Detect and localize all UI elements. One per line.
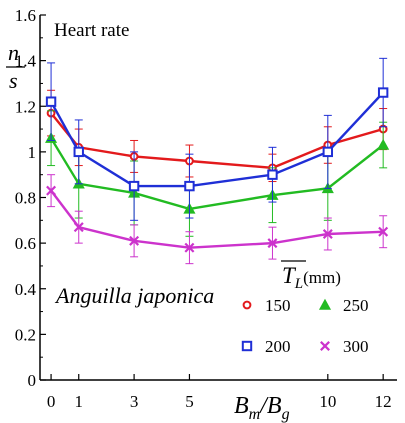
y-tick-label: 1.6: [15, 6, 36, 25]
x-axis-label-slash-b: /B: [258, 393, 282, 419]
data-point: [129, 235, 140, 246]
legend: 150 250 200 300: [241, 296, 369, 356]
y-tick-label: 1.4: [15, 52, 37, 71]
data-point: [377, 138, 390, 150]
data-point: [322, 229, 333, 239]
legend-marker: [242, 300, 252, 310]
data-point: [73, 146, 84, 158]
series-300: [46, 174, 389, 265]
y-tick-label: 0: [28, 371, 37, 390]
data-point: [377, 87, 389, 98]
legend-item-300: 300: [320, 337, 369, 356]
x-tick-label: 0: [47, 392, 56, 411]
x-tick-label: 5: [185, 392, 194, 411]
x-axis-label-b: B: [234, 393, 249, 419]
svg-text:TL(mm): TL(mm): [282, 263, 341, 292]
legend-marker: [320, 341, 330, 351]
series-line: [50, 112, 384, 170]
y-tick-label: 0.2: [15, 325, 36, 344]
legend-item-200: 200: [241, 337, 291, 356]
legend-title-subscript: L: [294, 276, 303, 292]
legend-label: 250: [343, 296, 369, 315]
data-point: [267, 238, 278, 249]
legend-marker: [241, 340, 253, 352]
legend-item-150: 150: [242, 296, 291, 315]
x-tick-label: 1: [74, 392, 83, 411]
series-150: [46, 89, 388, 183]
legend-marker: [318, 298, 332, 310]
x-tick-label: 10: [319, 392, 336, 411]
axes: 00.20.40.60.811.21.41.60 1 3 5 10 12: [15, 6, 397, 411]
y-axis-label-denominator: s: [9, 68, 18, 93]
legend-label: 150: [265, 296, 291, 315]
x-axis-label-sub-m: m: [249, 406, 261, 423]
data-point: [46, 185, 57, 196]
legend-item-250: 250: [318, 296, 369, 315]
x-tick-label: 12: [375, 392, 392, 411]
y-tick-label: 1.2: [15, 97, 36, 116]
legend-title-unit: (mm): [303, 268, 341, 287]
y-tick-label: 1: [28, 143, 37, 162]
data-point: [184, 180, 195, 192]
y-tick-label: 0.6: [15, 234, 36, 253]
x-axis-label: Bm/Bg: [234, 393, 290, 423]
series-line: [50, 91, 385, 188]
data-point: [267, 169, 278, 180]
chart-title: Heart rate: [54, 20, 129, 41]
series-line: [50, 189, 384, 249]
legend-label: 300: [343, 337, 369, 356]
series-layer: [45, 57, 390, 265]
series-250: [45, 110, 390, 237]
legend-title: TL(mm): [281, 260, 341, 292]
species-label: Anguilla japonica: [54, 283, 214, 308]
y-tick-label: 0.4: [15, 280, 37, 299]
y-axis-label-numerator: n: [8, 40, 19, 65]
data-point: [322, 146, 334, 158]
data-point: [45, 96, 57, 107]
x-tick-label: 3: [130, 392, 139, 411]
series-line: [50, 137, 384, 211]
data-point: [378, 226, 389, 237]
legend-title-symbol: T: [282, 263, 297, 288]
legend-label: 200: [265, 337, 291, 356]
series-200: [45, 57, 389, 221]
y-tick-label: 0.8: [15, 189, 36, 208]
data-point: [73, 222, 84, 233]
data-point: [184, 242, 195, 253]
data-point: [128, 180, 140, 192]
x-axis-label-sub-g: g: [282, 406, 290, 423]
